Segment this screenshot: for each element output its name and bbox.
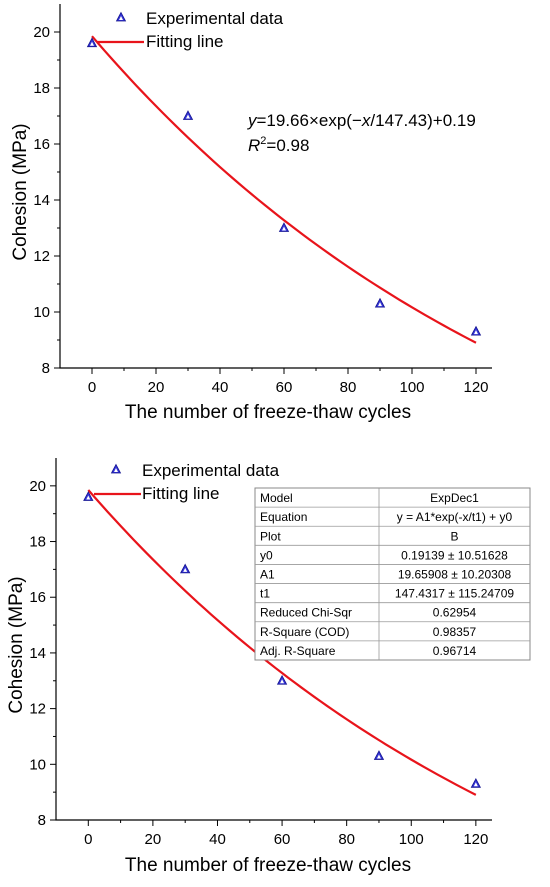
fit-table-param: Model — [260, 491, 293, 505]
y-tick-label: 16 — [33, 136, 50, 153]
fit-table-value: ExpDec1 — [430, 491, 479, 505]
fit-table-param: Reduced Chi-Sqr — [260, 606, 352, 620]
data-point-triangle-inner — [473, 782, 478, 787]
fit-table-param: Plot — [260, 529, 281, 543]
y-tick-label: 20 — [33, 24, 50, 41]
r-squared: R2=0.98 — [248, 135, 309, 155]
x-axis-title: The number of freeze-thaw cycles — [125, 402, 411, 423]
data-point-triangle-inner — [280, 679, 285, 684]
fit-table-value: y = A1*exp(-x/t1) + y0 — [397, 510, 513, 524]
data-point-triangle-inner — [474, 330, 478, 335]
x-tick-label: 20 — [148, 379, 165, 396]
x-tick-label: 100 — [399, 379, 424, 396]
fit-table-param: Adj. R-Square — [260, 644, 336, 658]
x-ticks: 0 20 40 60 80 100 120 — [84, 820, 488, 848]
legend-label-experimental: Experimental data — [142, 461, 280, 480]
fit-table: Model ExpDec1 Equation y = A1*exp(-x/t1) + … — [254, 487, 531, 661]
y-tick-label: 14 — [33, 192, 50, 209]
legend: Experimental data Fitting line — [94, 461, 280, 503]
y-tick-label: 8 — [38, 812, 46, 829]
y-tick-label: 20 — [29, 478, 46, 495]
fitting-line-group — [87, 489, 477, 796]
fit-table-value: 0.62954 — [433, 606, 477, 620]
fit-table-value: 0.98357 — [433, 625, 477, 639]
fit-table-value: 19.65908 ± 10.20308 — [398, 568, 512, 582]
x-tick-label: 40 — [209, 831, 226, 848]
x-tick-label: 20 — [145, 831, 162, 848]
fitting-line-group — [91, 35, 477, 344]
data-point-triangle-inner — [86, 495, 91, 500]
fit-table-param: t1 — [260, 587, 270, 601]
data-markers-group — [86, 37, 482, 336]
y-tick-label: 14 — [29, 645, 46, 662]
fit-table-rows: Model ExpDec1 Equation y = A1*exp(-x/t1) + … — [255, 491, 530, 658]
x-tick-label: 40 — [212, 379, 229, 396]
fit-equation: y=19.66×exp(−x/147.43)+0.19 — [247, 111, 476, 130]
x-tick-label: 0 — [84, 831, 92, 848]
data-point-triangle-inner — [282, 226, 286, 231]
y-tick-label: 10 — [29, 756, 46, 773]
legend: Experimental data Fitting line — [97, 9, 284, 51]
y-tick-label: 12 — [33, 248, 50, 265]
y-ticks: 8 10 12 14 16 18 20 — [33, 24, 60, 377]
y-tick-label: 18 — [29, 534, 46, 551]
fit-table-value: 0.96714 — [433, 644, 477, 658]
data-point-triangle-inner — [186, 114, 190, 119]
x-tick-label: 80 — [338, 831, 355, 848]
chart-top: 0 20 40 60 80 100 120 8 10 12 14 16 18 20 The number… — [10, 4, 492, 423]
fitting-line — [91, 35, 477, 344]
x-tick-label: 120 — [463, 831, 488, 848]
data-point-triangle-inner — [183, 567, 188, 572]
data-markers-group — [83, 491, 482, 788]
x-tick-label: 80 — [340, 379, 357, 396]
fit-table-frame — [254, 487, 531, 661]
x-axis-title: The number of freeze-thaw cycles — [125, 855, 411, 876]
x-tick-label: 120 — [463, 379, 488, 396]
fitting-line — [87, 489, 477, 796]
fit-table-param: A1 — [260, 568, 275, 582]
fit-table-param: Equation — [260, 510, 307, 524]
legend-label-fitting: Fitting line — [146, 32, 223, 51]
y-tick-label: 16 — [29, 589, 46, 606]
legend-marker-triangle-inner — [119, 16, 123, 20]
equation-annotation: y=19.66×exp(−x/147.43)+0.19 R2=0.98 — [247, 111, 476, 155]
legend-marker-triangle-inner — [114, 468, 118, 472]
legend-label-fitting: Fitting line — [142, 484, 219, 503]
y-ticks: 8 10 12 14 16 18 20 — [29, 478, 56, 829]
legend-label-experimental: Experimental data — [146, 9, 284, 28]
y-tick-label: 18 — [33, 80, 50, 97]
axis-frame — [59, 4, 492, 369]
y-tick-label: 8 — [42, 360, 50, 377]
x-tick-label: 0 — [88, 379, 96, 396]
chart-bottom: 0 20 40 60 80 100 120 8 10 12 14 16 18 20 The number… — [6, 458, 531, 876]
x-tick-label: 100 — [399, 831, 424, 848]
fit-table-param: R-Square (COD) — [260, 625, 349, 639]
x-ticks: 0 20 40 60 80 100 120 — [88, 368, 489, 396]
x-tick-label: 60 — [274, 831, 291, 848]
y-tick-label: 10 — [33, 304, 50, 321]
fit-table-param: y0 — [260, 548, 273, 562]
fit-table-value: B — [450, 529, 458, 543]
fit-table-value: 0.19139 ± 10.51628 — [401, 548, 508, 562]
data-point-triangle-inner — [378, 302, 382, 307]
y-axis-title: Cohesion (MPa) — [10, 123, 31, 260]
y-tick-label: 12 — [29, 701, 46, 718]
data-point-triangle-inner — [90, 41, 94, 46]
fit-table-value: 147.4317 ± 115.24709 — [395, 587, 514, 601]
y-axis-title: Cohesion (MPa) — [6, 576, 27, 713]
data-point-triangle-inner — [376, 754, 381, 759]
x-tick-label: 60 — [276, 379, 293, 396]
